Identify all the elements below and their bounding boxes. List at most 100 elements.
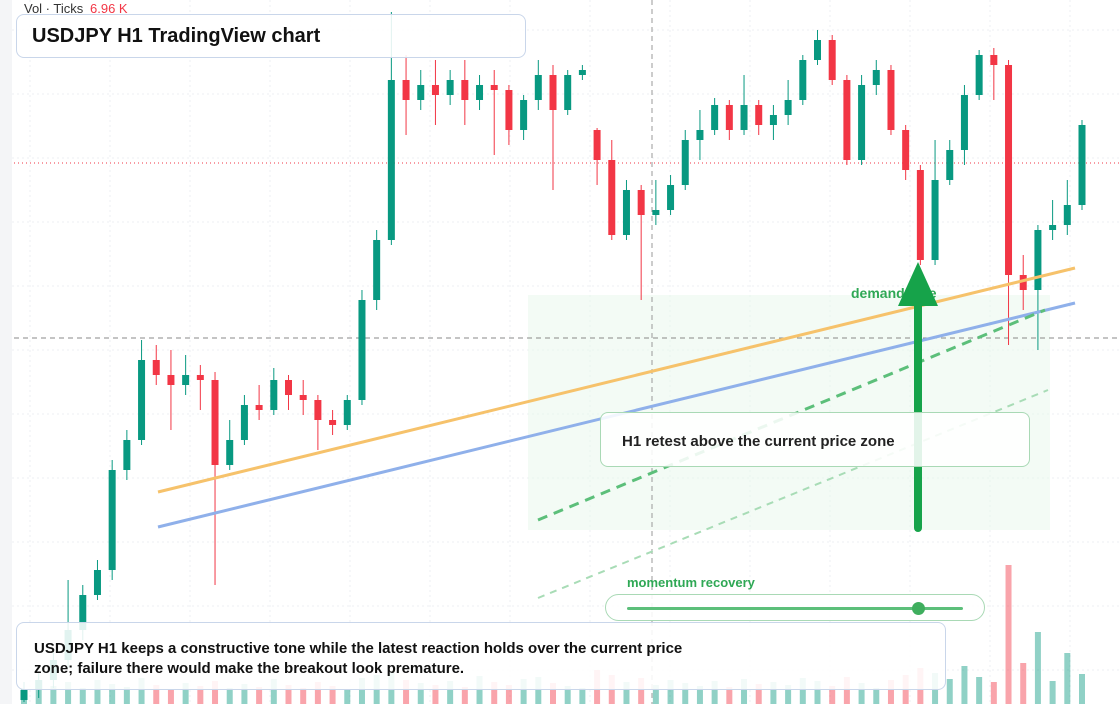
volume-bar bbox=[1064, 653, 1071, 704]
candle-body bbox=[711, 105, 719, 130]
volume-bar bbox=[1079, 674, 1085, 704]
candle-body bbox=[93, 570, 101, 595]
volume-bar bbox=[197, 686, 204, 704]
volume-bar bbox=[770, 682, 777, 704]
candle-body bbox=[211, 380, 219, 465]
volume-bar bbox=[814, 681, 821, 704]
volume-bar bbox=[799, 678, 806, 704]
volume-bar bbox=[123, 687, 130, 704]
candle-body bbox=[167, 375, 175, 385]
momentum-knob bbox=[912, 602, 925, 615]
candle-body bbox=[417, 85, 425, 100]
candle-body bbox=[916, 170, 924, 260]
volume-bar bbox=[432, 685, 439, 704]
candle-body bbox=[476, 85, 484, 100]
candle-body bbox=[255, 405, 263, 410]
volume-bar bbox=[358, 678, 365, 704]
volume-bar bbox=[564, 686, 571, 704]
volume-bar bbox=[623, 682, 630, 704]
candle-body bbox=[799, 60, 807, 100]
volume-bar bbox=[300, 688, 307, 704]
candle-body bbox=[240, 405, 248, 440]
candle-body bbox=[329, 420, 337, 425]
volume-bar bbox=[167, 689, 174, 704]
candle-body bbox=[299, 395, 307, 400]
volume-bar bbox=[79, 688, 86, 704]
candle-body bbox=[622, 190, 630, 235]
momentum-label: momentum recovery bbox=[627, 575, 755, 590]
momentum-box bbox=[605, 594, 985, 621]
volume bbox=[21, 565, 1085, 704]
volume-bar bbox=[682, 683, 689, 704]
candle-body bbox=[990, 55, 998, 65]
candle-body bbox=[843, 80, 851, 160]
volume-bar bbox=[829, 686, 836, 704]
volume-bar bbox=[741, 679, 748, 704]
candle-body bbox=[872, 70, 880, 85]
candle-body bbox=[270, 380, 278, 410]
candle-body bbox=[769, 115, 777, 125]
candle-body bbox=[960, 95, 968, 150]
volume-bar bbox=[314, 682, 321, 704]
retest-box: H1 retest above the current price zone bbox=[600, 412, 1030, 467]
candle-body bbox=[946, 150, 954, 180]
volume-bar bbox=[138, 678, 145, 704]
volume-value: 6.96 K bbox=[90, 1, 128, 16]
volume-bar bbox=[182, 683, 189, 704]
candle-body bbox=[152, 360, 160, 375]
volume-bar bbox=[1020, 663, 1027, 704]
volume-bar bbox=[403, 680, 410, 704]
candle-body bbox=[285, 380, 292, 395]
volume-bar bbox=[94, 680, 101, 704]
volume-bar bbox=[256, 687, 263, 704]
volume-bar bbox=[1005, 565, 1012, 704]
volume-bar bbox=[417, 683, 424, 704]
candle-body bbox=[490, 85, 498, 90]
candle-body bbox=[226, 440, 234, 465]
volume-bar bbox=[873, 688, 880, 704]
candle-body bbox=[755, 105, 763, 125]
candle-body bbox=[461, 80, 469, 100]
candle-body bbox=[549, 75, 557, 110]
volume-bar bbox=[1034, 632, 1041, 704]
candle-body bbox=[108, 470, 116, 570]
volume-bar bbox=[990, 682, 997, 704]
volume-bar bbox=[843, 677, 850, 704]
volume-bar bbox=[109, 684, 116, 704]
candle-body bbox=[681, 140, 689, 185]
volume-bar bbox=[461, 687, 468, 704]
candle-body bbox=[814, 40, 821, 60]
candle-body bbox=[446, 80, 454, 95]
volume-bar bbox=[535, 677, 542, 704]
left-edge bbox=[0, 0, 12, 704]
volume-bar bbox=[241, 684, 248, 704]
volume-bar bbox=[344, 689, 351, 704]
volume-bar bbox=[976, 677, 983, 704]
candle-body bbox=[975, 55, 983, 95]
candle-body bbox=[637, 190, 645, 215]
candle-body bbox=[79, 595, 87, 630]
volume-bar bbox=[755, 684, 762, 704]
candle-body bbox=[520, 100, 528, 130]
candle-body bbox=[1034, 230, 1042, 290]
volume-bar bbox=[667, 680, 674, 704]
candle-body bbox=[784, 100, 792, 115]
candle-body bbox=[564, 75, 572, 110]
volume-bar bbox=[285, 685, 292, 704]
candle-body bbox=[358, 300, 366, 400]
candle-body bbox=[1005, 65, 1013, 275]
candle-body bbox=[828, 40, 836, 80]
volume-bar bbox=[153, 685, 160, 704]
candle-body bbox=[138, 360, 146, 440]
candle-body bbox=[578, 70, 586, 75]
volume-bar bbox=[270, 679, 277, 704]
volume-bar bbox=[652, 685, 659, 704]
volume-label: Vol · Ticks bbox=[24, 1, 84, 16]
arrow-head bbox=[898, 262, 938, 306]
candle-body bbox=[1063, 205, 1071, 225]
volume-bar bbox=[212, 681, 219, 704]
candle-body bbox=[343, 400, 351, 425]
candle-body bbox=[431, 85, 439, 95]
candle-body bbox=[123, 440, 131, 470]
momentum-track bbox=[627, 607, 963, 610]
